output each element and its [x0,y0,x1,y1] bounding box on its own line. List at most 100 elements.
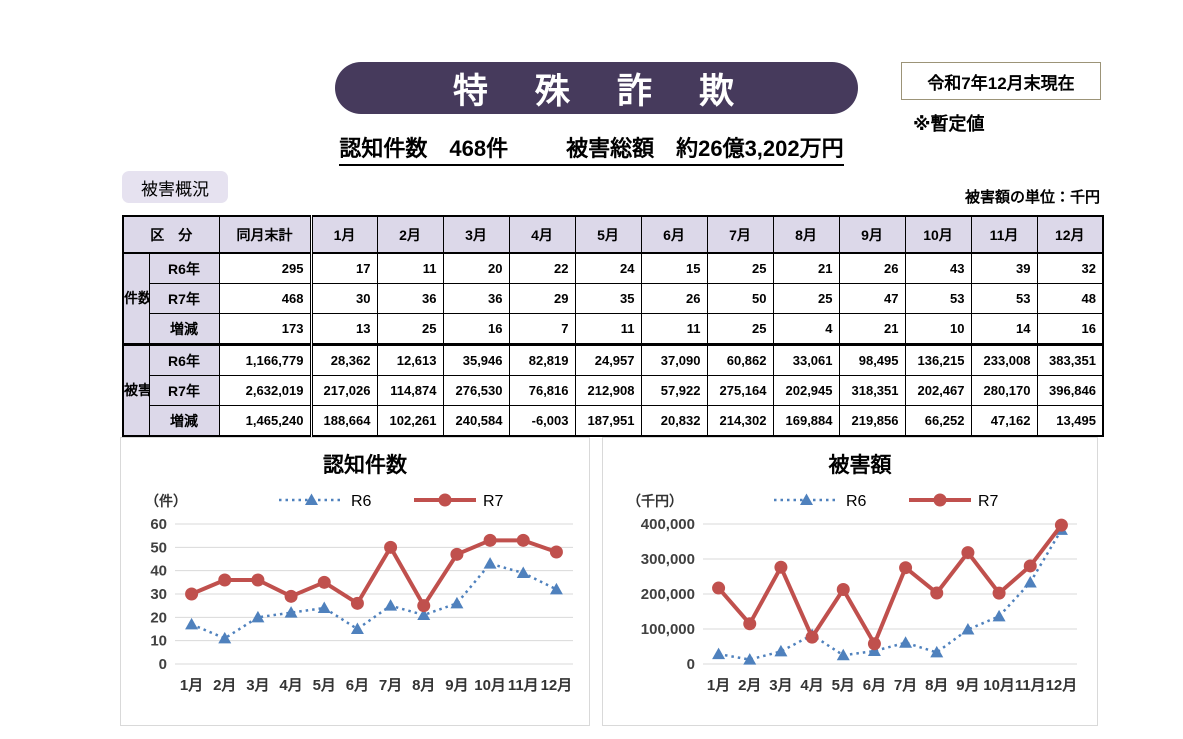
data-point-R6 [867,644,881,657]
row-label-cell: R7年 [148,283,220,314]
month-value-cell: 32 [1036,252,1104,284]
header-cell-month: 10月 [904,215,972,254]
y-tick-label: 100,000 [641,621,695,638]
month-value-cell: 275,164 [706,375,774,406]
data-point-R6 [961,623,975,635]
x-tick-label: 8月 [925,677,948,694]
header-cell-month: 7月 [706,215,774,254]
data-point-R6 [743,653,757,665]
data-point-R7 [185,587,199,601]
month-value-cell: 20,832 [640,405,708,437]
row-label-cell: R7年 [148,375,220,406]
section-badge: 被害概況 [122,171,228,203]
header-cell-month: 11月 [970,215,1038,254]
series-line-R6 [718,529,1063,661]
data-point-R7 [867,637,881,651]
month-value-cell: 188,664 [309,405,378,437]
data-point-R6 [516,566,530,578]
month-value-cell: 25 [376,313,444,345]
row-label-cell: R6年 [148,252,220,284]
data-point-R6 [350,622,364,634]
month-value-cell: 50 [706,283,774,314]
month-value-cell: 47 [838,283,906,314]
x-tick-label: 10月 [983,677,1015,694]
month-value-cell: 13,495 [1036,405,1104,437]
month-value-cell: 35,946 [442,343,510,376]
data-point-R7 [712,581,726,595]
data-point-R7 [549,545,563,559]
x-tick-label: 10月 [474,677,506,694]
data-point-R6 [450,596,464,609]
table-row: 増減 173 13 25 16 7 11 11 25 4 21 10 14 16 [123,313,1104,345]
x-tick-label: 12月 [1046,677,1078,694]
data-point-R7 [743,617,757,631]
x-tick-label: 6月 [346,677,369,694]
data-point-R6 [483,557,497,569]
x-tick-label: 5月 [313,677,336,694]
header-cell-kubun: 区 分 [122,215,220,254]
data-point-R6 [549,582,563,595]
axis-unit-label: （千円） [627,493,683,509]
table-row: R7年 2,632,019 217,026 114,874 276,530 76,816 2… [123,375,1104,406]
total-value-cell: 2,632,019 [218,375,312,406]
total-value-cell: 1,465,240 [218,405,312,437]
month-value-cell: 21 [838,313,906,345]
x-tick-label: 2月 [213,677,236,694]
group-label-cell: 被害額 [122,343,150,437]
month-value-cell: 20 [442,252,510,284]
row-label-cell: 増減 [148,313,220,345]
data-point-R6 [1023,575,1037,588]
month-value-cell: 17 [309,252,378,284]
month-value-cell: 35 [574,283,642,314]
x-tick-label: 7月 [894,677,917,694]
month-value-cell: 187,951 [574,405,642,437]
y-tick-label: 0 [159,656,167,673]
data-point-R7 [899,561,913,575]
header-cell-month: 5月 [574,215,642,254]
month-value-cell: 11 [640,313,708,345]
month-value-cell: 22 [508,252,576,284]
x-tick-label: 1月 [180,677,203,694]
data-point-R6 [992,609,1006,622]
month-value-cell: 13 [309,313,378,345]
data-point-R6 [251,610,265,623]
data-point-R6 [774,644,788,657]
y-tick-label: 400,000 [641,516,695,533]
data-point-R7 [218,573,232,587]
x-tick-label: 9月 [445,677,468,694]
y-tick-label: 30 [150,586,167,603]
header-cell-month: 1月 [309,215,378,254]
legend-label: R6 [351,493,372,510]
month-value-cell: 33,061 [772,343,840,376]
month-value-cell: 36 [442,283,510,314]
header-cell-month: 3月 [442,215,510,254]
header-cell-month: 6月 [640,215,708,254]
data-point-R7 [992,586,1006,600]
month-value-cell: 214,302 [706,405,774,437]
month-value-cell: 114,874 [376,375,444,406]
month-value-cell: 47,162 [970,405,1038,437]
data-point-R7 [516,533,530,547]
legend-marker [800,493,813,505]
x-tick-label: 11月 [508,677,539,694]
month-value-cell: 276,530 [442,375,510,406]
month-value-cell: 212,908 [574,375,642,406]
damage-summary-table: 区 分同月末計1月2月3月4月5月6月7月8月9月10月11月12月件数R6年2… [122,215,1104,437]
chart-title: 認知件数 [323,453,408,477]
month-value-cell: 4 [772,313,840,345]
total-value-cell: 468 [218,283,312,314]
month-value-cell: 24,957 [574,343,642,376]
x-tick-label: 12月 [541,677,573,694]
month-value-cell: 396,846 [1036,375,1104,406]
total-value-cell: 295 [218,252,312,284]
month-value-cell: 98,495 [838,343,906,376]
month-value-cell: 39 [970,252,1038,284]
row-label-cell: 増減 [148,405,220,437]
summary-line: 認知件数 468件 被害総額 約26億3,202万円 [0,131,1183,166]
month-value-cell: 26 [838,252,906,284]
month-value-cell: 57,922 [640,375,708,406]
month-value-cell: 21 [772,252,840,284]
legend-label: R6 [846,493,867,510]
data-point-R6 [417,608,431,620]
